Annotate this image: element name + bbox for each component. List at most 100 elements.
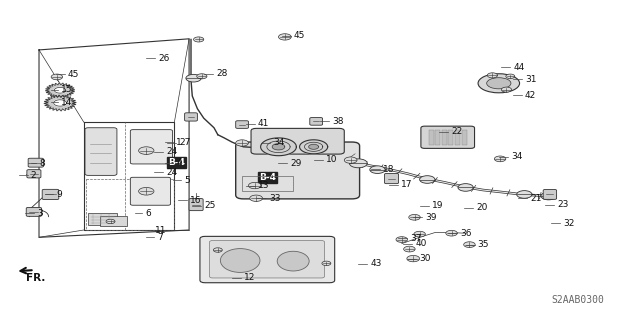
Text: 2: 2 [31,171,36,180]
Ellipse shape [277,251,309,271]
Circle shape [407,256,420,262]
Circle shape [236,140,248,146]
Circle shape [370,166,385,174]
Text: B-4: B-4 [168,158,185,167]
Bar [435,130,440,145]
Text: 10: 10 [326,155,337,164]
Text: 24: 24 [166,168,177,177]
Text: B-4: B-4 [259,173,276,182]
Circle shape [106,219,115,224]
Text: 23: 23 [557,200,568,209]
Polygon shape [308,145,319,149]
Circle shape [349,159,367,168]
FancyBboxPatch shape [131,177,171,205]
Circle shape [494,156,506,162]
Polygon shape [44,95,76,111]
Text: 30: 30 [419,254,431,263]
Circle shape [487,73,497,78]
Text: 37: 37 [410,234,422,243]
Text: 35: 35 [477,240,489,249]
Text: 40: 40 [415,239,426,248]
Text: 4: 4 [176,158,182,167]
Bar [449,130,454,145]
Circle shape [506,74,515,78]
FancyBboxPatch shape [236,142,360,199]
FancyBboxPatch shape [85,128,117,175]
Polygon shape [260,138,296,156]
Bar [242,176,293,191]
Bar [429,130,434,145]
Ellipse shape [220,249,260,272]
Text: 18: 18 [383,165,395,174]
Text: 22: 22 [451,127,462,136]
Bar [442,130,447,145]
Circle shape [420,176,435,183]
Polygon shape [54,87,66,93]
FancyBboxPatch shape [310,118,323,125]
FancyBboxPatch shape [543,189,557,199]
Text: 9: 9 [56,190,62,199]
Circle shape [51,74,63,80]
Text: 5: 5 [184,176,189,185]
Text: 32: 32 [563,219,575,227]
Text: 21: 21 [530,194,541,203]
Circle shape [213,248,222,252]
Circle shape [186,74,201,82]
Circle shape [139,188,154,195]
Circle shape [446,230,458,236]
Circle shape [193,37,204,42]
Polygon shape [54,100,67,106]
Bar [88,213,117,225]
FancyBboxPatch shape [26,207,42,216]
Text: 11: 11 [155,226,166,234]
Bar [100,216,127,226]
Text: 13: 13 [258,181,269,190]
Text: 36: 36 [460,229,471,238]
FancyBboxPatch shape [236,121,248,128]
Circle shape [541,192,556,200]
Circle shape [250,195,262,201]
Circle shape [322,261,331,266]
Circle shape [464,242,475,248]
Text: 19: 19 [432,201,444,210]
Polygon shape [272,144,285,150]
Text: 43: 43 [371,259,382,268]
Text: 34: 34 [511,152,522,161]
Bar [455,130,460,145]
Text: 34: 34 [273,138,285,147]
Text: 31: 31 [525,75,536,84]
Text: 42: 42 [525,91,536,100]
FancyBboxPatch shape [421,126,474,148]
Bar [461,130,467,145]
Text: 15: 15 [61,85,73,94]
Text: 8: 8 [40,159,45,168]
Text: 7: 7 [157,233,163,242]
Circle shape [396,237,408,242]
Text: 45: 45 [294,31,305,40]
FancyBboxPatch shape [131,130,173,164]
Text: 26: 26 [159,54,170,63]
FancyBboxPatch shape [251,128,344,154]
Circle shape [516,191,532,198]
FancyBboxPatch shape [209,241,324,278]
Text: 39: 39 [426,213,437,222]
Text: 45: 45 [68,70,79,79]
Circle shape [458,184,473,191]
Text: 25: 25 [204,201,216,210]
Text: 41: 41 [258,119,269,129]
Text: 12: 12 [244,273,255,282]
Text: 6: 6 [146,209,152,218]
Circle shape [278,34,291,40]
Text: 17: 17 [401,181,413,189]
Polygon shape [45,83,75,98]
FancyBboxPatch shape [27,170,41,178]
Circle shape [139,147,154,154]
Text: 27: 27 [179,138,190,147]
Text: 3: 3 [37,209,43,218]
Ellipse shape [486,78,511,89]
Polygon shape [300,140,328,154]
Text: 44: 44 [513,63,525,72]
FancyBboxPatch shape [385,174,399,184]
FancyBboxPatch shape [184,113,197,121]
Text: FR.: FR. [26,273,45,283]
